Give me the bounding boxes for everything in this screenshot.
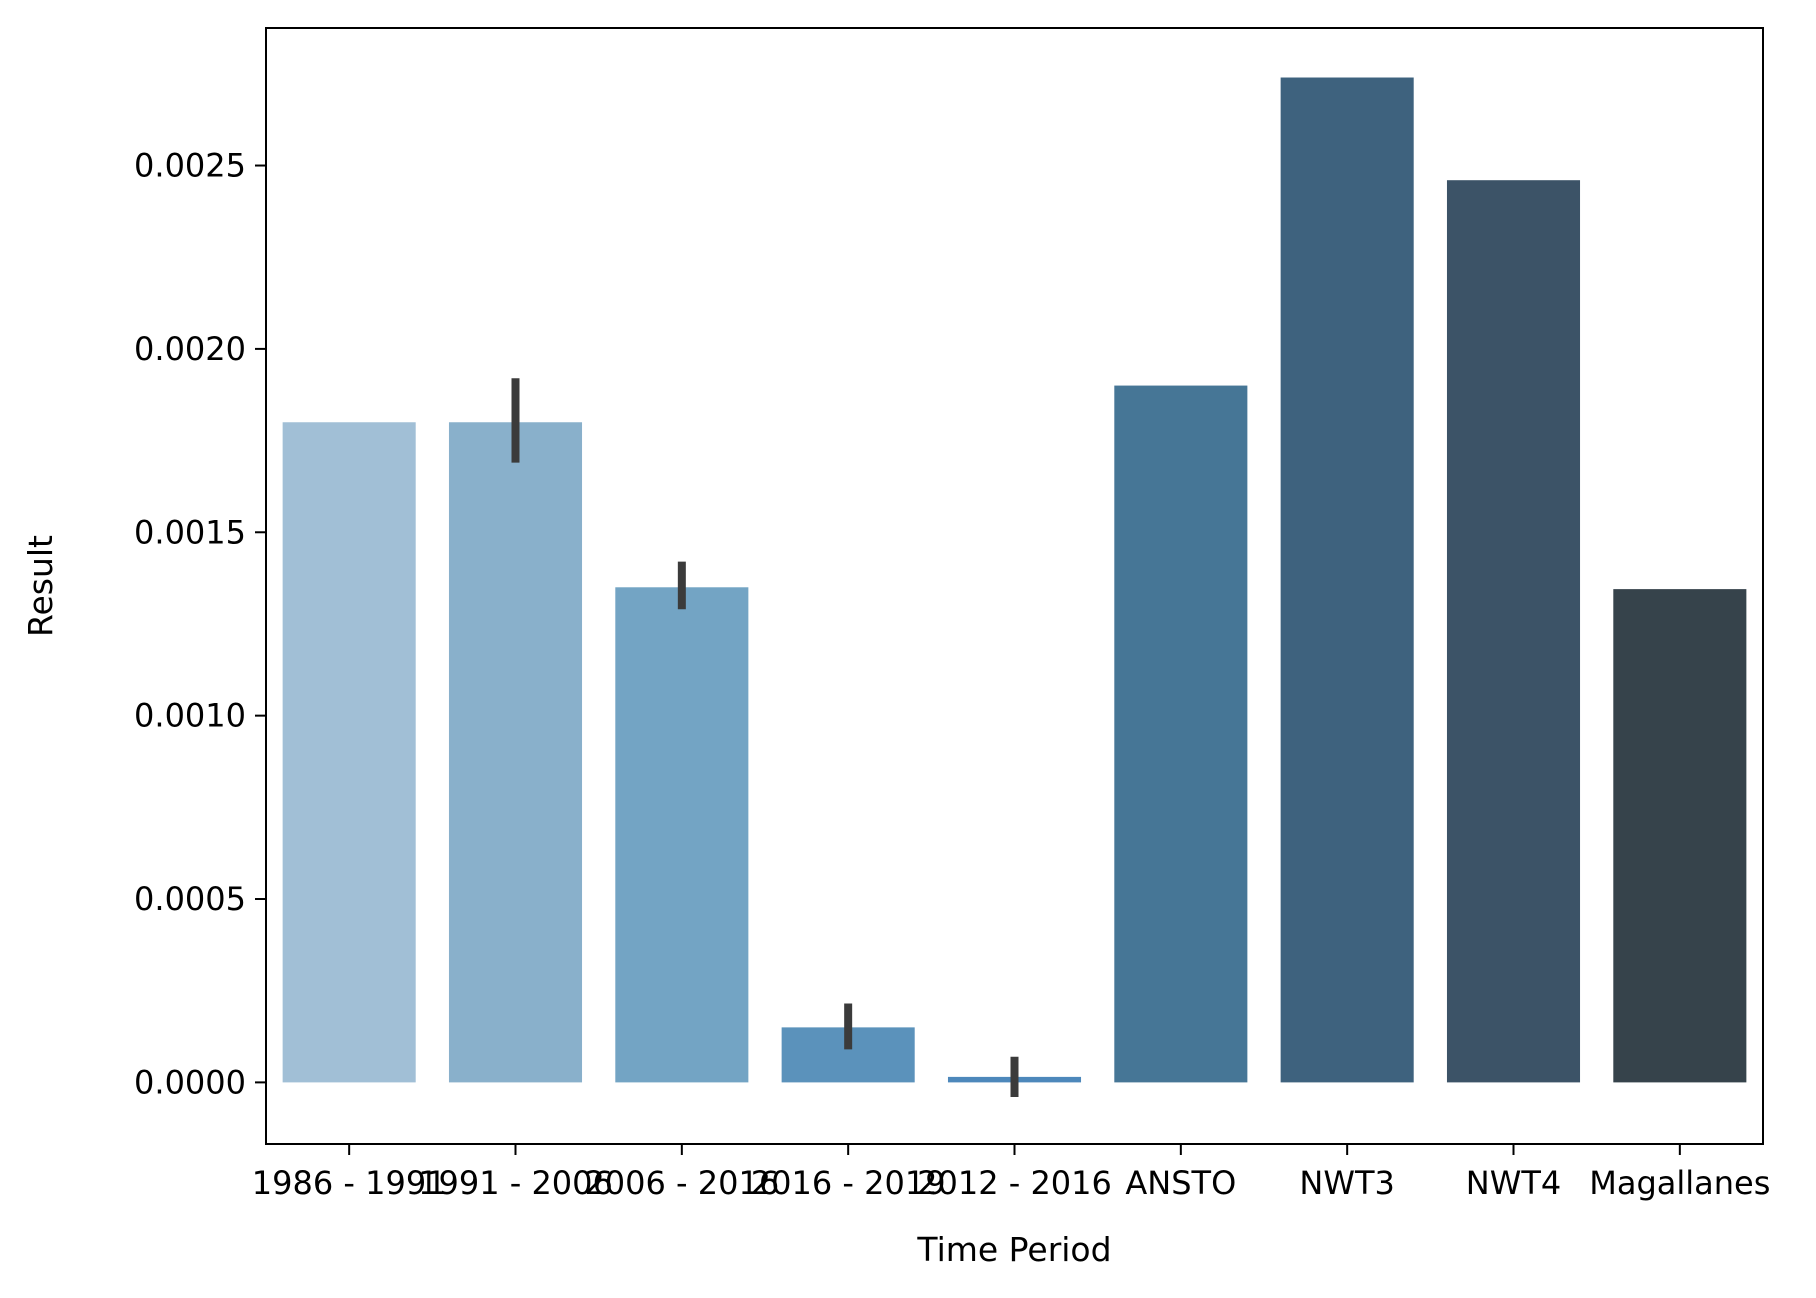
bar	[448, 422, 583, 1083]
x-tick-label: Magallanes	[1589, 1164, 1770, 1202]
y-tick-label: 0.0015	[134, 513, 246, 551]
x-tick-label: 2006 - 2016	[584, 1164, 779, 1202]
bar	[615, 587, 749, 1083]
x-tick-label: 1986 - 1991	[252, 1164, 447, 1202]
y-axis-label: Result	[21, 535, 60, 637]
y-tick-label: 0.0005	[134, 880, 246, 918]
y-tick-label: 0.0010	[134, 697, 246, 735]
bar	[1446, 180, 1581, 1083]
bar	[282, 422, 416, 1083]
bar	[1613, 589, 1747, 1083]
error-bars-layer	[511, 378, 1019, 1098]
y-axis: 0.0000 0.0005 0.0010 0.0015 0.0020 0.0025	[134, 147, 266, 1101]
bar	[1280, 77, 1414, 1083]
x-tick-label: 1991 - 2006	[418, 1164, 613, 1202]
x-axis-label: Time Period	[916, 1230, 1111, 1269]
x-tick-label: NWT4	[1466, 1164, 1561, 1202]
x-tick-label: 2016 - 2019	[751, 1164, 946, 1202]
y-tick-label: 0.0025	[134, 147, 246, 185]
x-tick-label: 2012 - 2016	[917, 1164, 1112, 1202]
bars-layer	[282, 77, 1747, 1083]
x-tick-label: ANSTO	[1125, 1164, 1236, 1202]
bar	[1114, 385, 1248, 1083]
y-tick-label: 0.0000	[134, 1063, 246, 1101]
x-tick-label: NWT3	[1299, 1164, 1394, 1202]
y-tick-label: 0.0020	[134, 330, 246, 368]
